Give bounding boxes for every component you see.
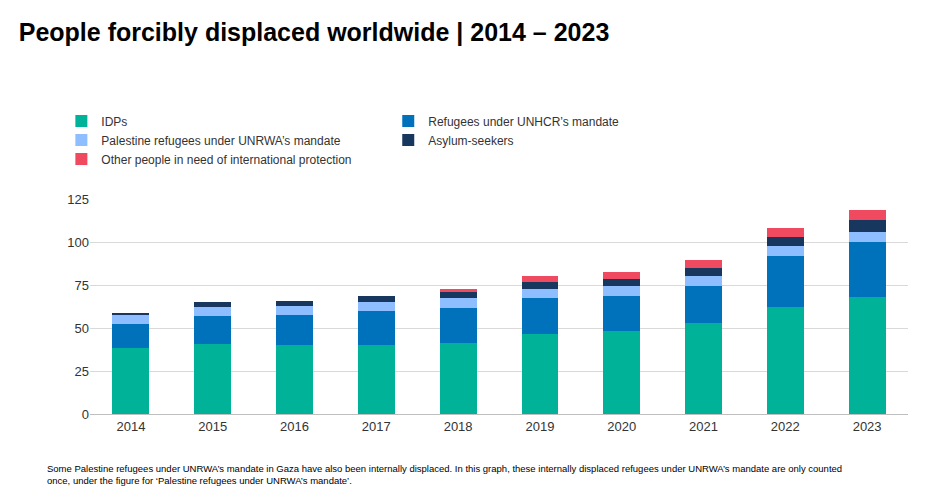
svg-text:2022: 2022: [771, 419, 800, 434]
svg-text:2015: 2015: [198, 419, 227, 434]
svg-text:Refugees under UNHCR’s mandate: Refugees under UNHCR’s mandate: [428, 115, 619, 129]
svg-text:2014: 2014: [116, 419, 145, 434]
svg-text:50: 50: [75, 321, 89, 336]
svg-text:125: 125: [67, 192, 89, 207]
svg-text:IDPs: IDPs: [101, 115, 127, 129]
svg-text:2023: 2023: [853, 419, 882, 434]
svg-text:2016: 2016: [280, 419, 309, 434]
svg-text:Asylum-seekers: Asylum-seekers: [428, 134, 513, 148]
svg-text:Other people in need of intern: Other people in need of international pr…: [101, 153, 351, 167]
svg-text:People forcibly displaced worl: People forcibly displaced worldwide | 20…: [19, 18, 610, 46]
svg-text:0: 0: [82, 407, 89, 422]
svg-text:25: 25: [75, 364, 89, 379]
svg-text:2019: 2019: [525, 419, 554, 434]
svg-text:2020: 2020: [607, 419, 636, 434]
svg-text:2018: 2018: [444, 419, 473, 434]
svg-text:75: 75: [75, 278, 89, 293]
svg-text:100: 100: [67, 235, 89, 250]
svg-text:Palestine refugees under UNRWA: Palestine refugees under UNRWA’s mandate: [101, 134, 340, 148]
svg-text:2021: 2021: [689, 419, 718, 434]
svg-text:Some Palestine refugees under: Some Palestine refugees under UNRWA’s ma…: [47, 463, 842, 486]
svg-text:2017: 2017: [362, 419, 391, 434]
